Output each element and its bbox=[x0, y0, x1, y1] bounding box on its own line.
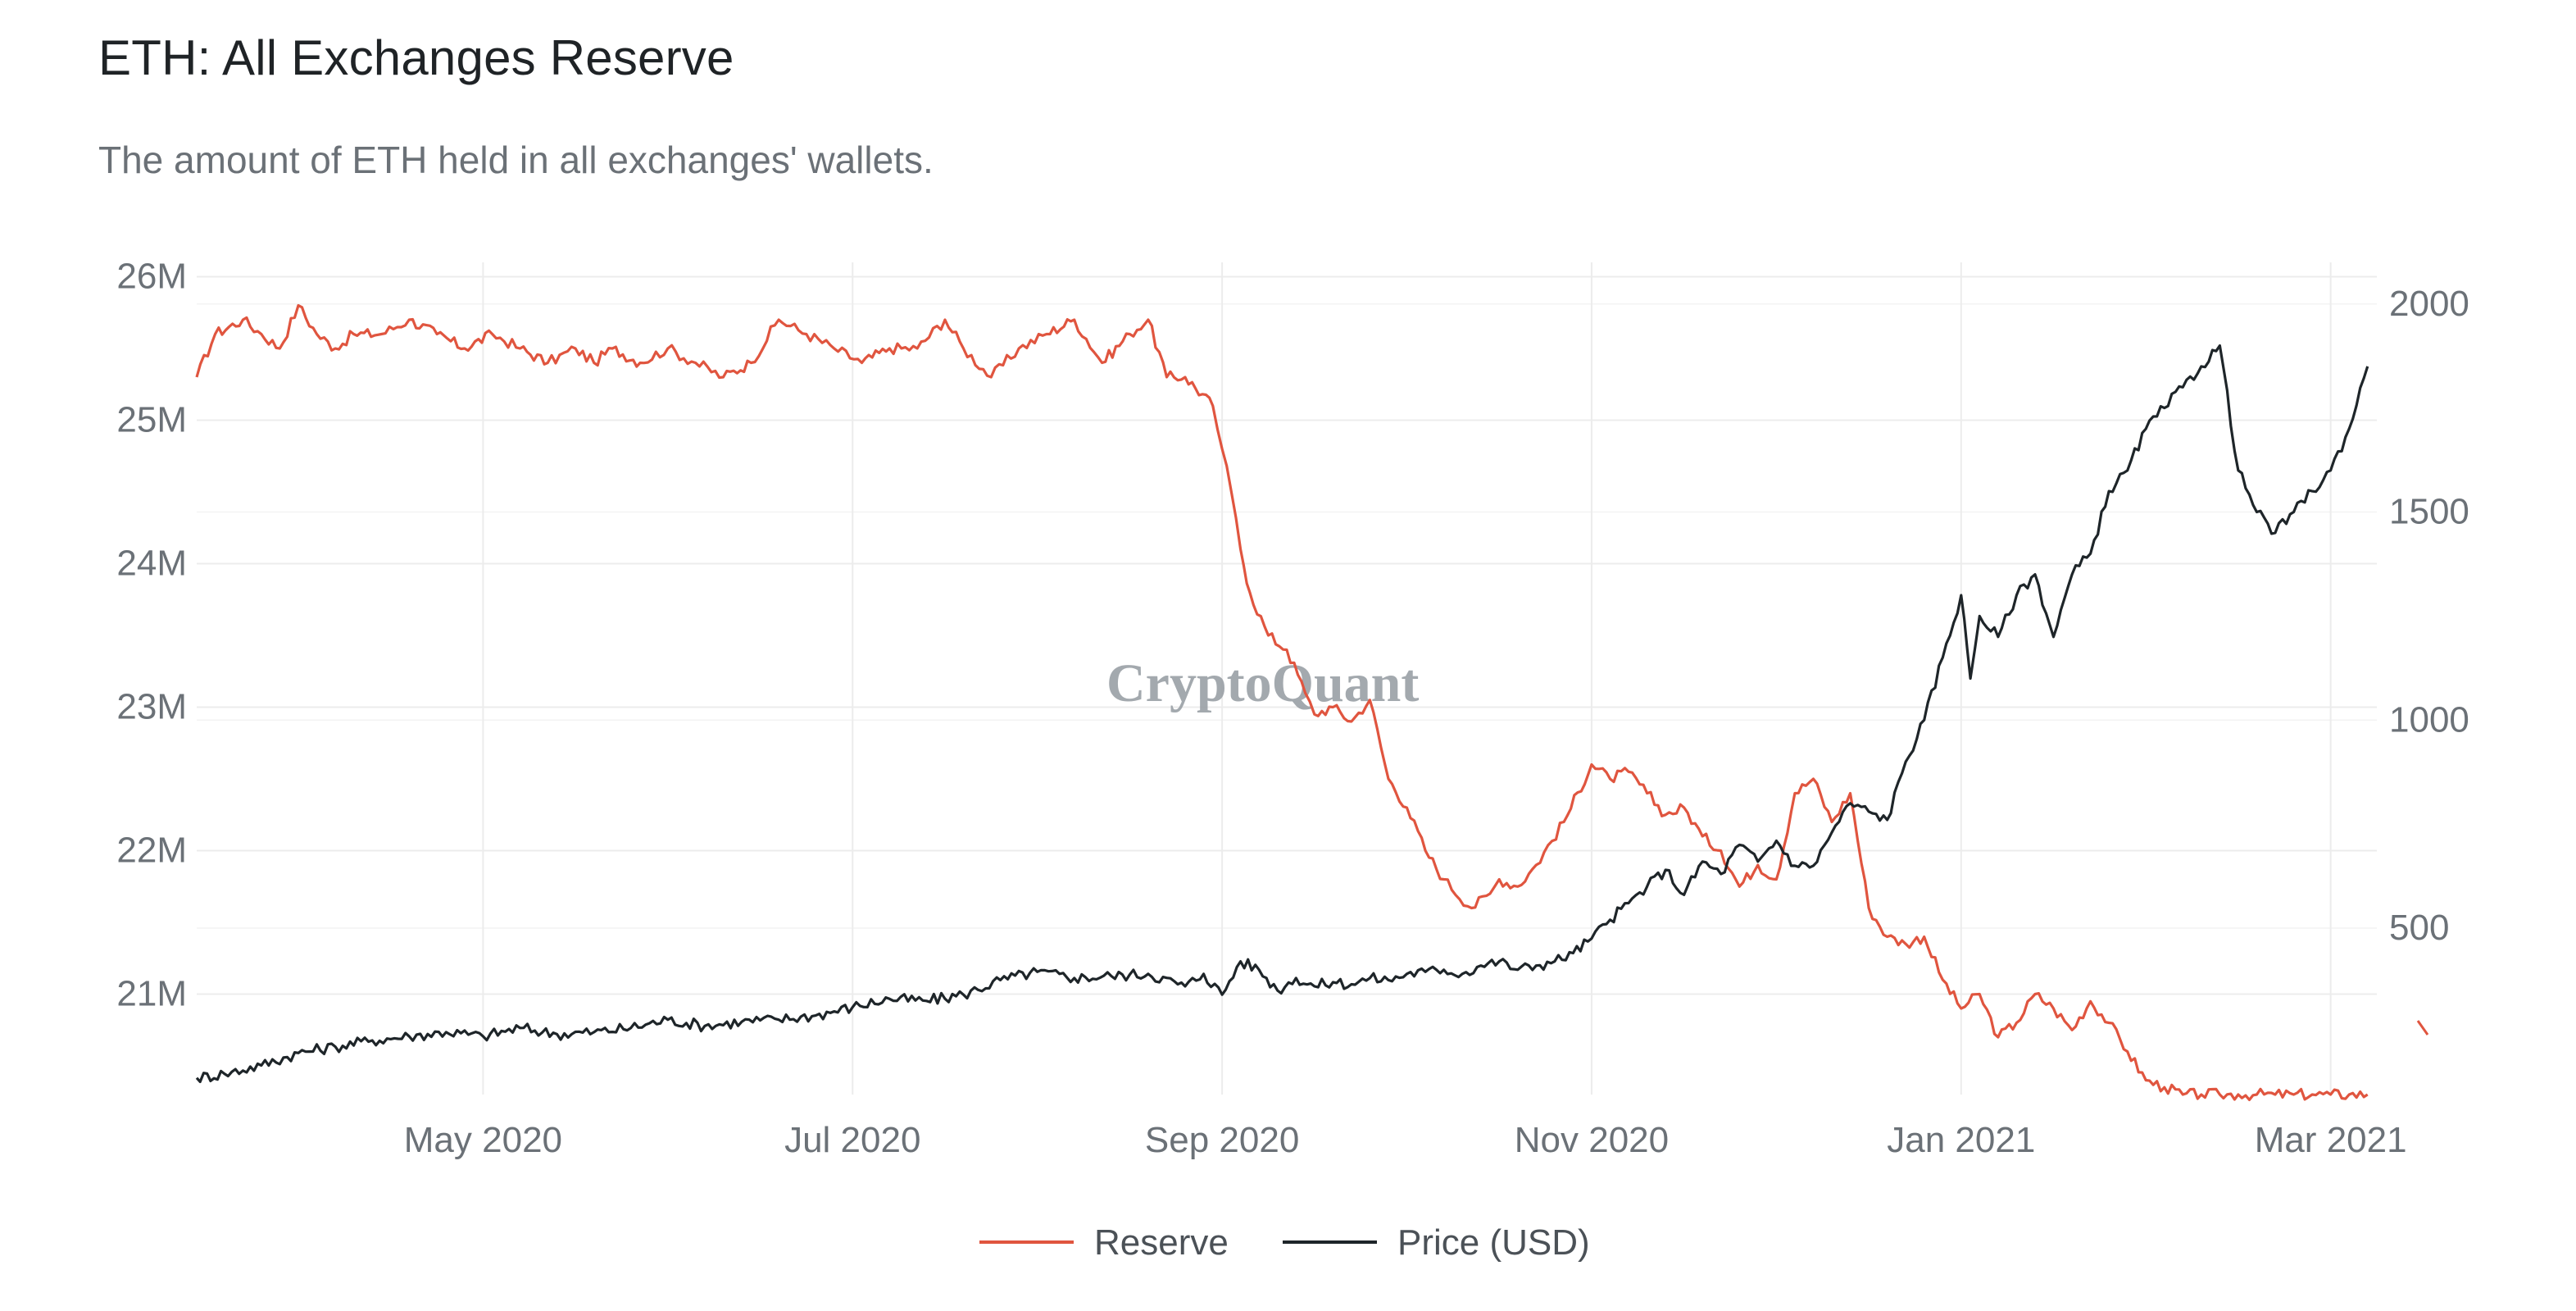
y-left-tick-label: 22M bbox=[116, 831, 187, 871]
x-tick-label: Sep 2020 bbox=[1145, 1120, 1299, 1160]
legend[interactable]: Reserve Price (USD) bbox=[979, 1222, 1590, 1263]
y-left-tick-label: 24M bbox=[116, 544, 187, 584]
y-left-tick-label: 26M bbox=[116, 257, 187, 297]
series-lines bbox=[195, 303, 2429, 1101]
y-left-tick-label: 25M bbox=[116, 400, 187, 440]
reserve-line-fragment bbox=[2416, 1020, 2429, 1036]
y-right-tick-label: 1000 bbox=[2389, 699, 2469, 740]
y-left-tick-label: 21M bbox=[116, 974, 187, 1014]
y-right-tick-label: 2000 bbox=[2389, 284, 2469, 324]
legend-label: Reserve bbox=[1094, 1222, 1229, 1263]
y-left-tick-label: 23M bbox=[116, 687, 187, 727]
legend-item-price[interactable]: Price (USD) bbox=[1283, 1222, 1590, 1263]
legend-item-reserve[interactable]: Reserve bbox=[979, 1222, 1229, 1263]
price-line bbox=[195, 344, 2369, 1083]
legend-label: Price (USD) bbox=[1397, 1222, 1590, 1263]
x-tick-label: Jan 2021 bbox=[1887, 1120, 2035, 1160]
x-tick-label: May 2020 bbox=[404, 1120, 562, 1160]
x-tick-label: Mar 2021 bbox=[2255, 1120, 2407, 1160]
chart-title: ETH: All Exchanges Reserve bbox=[98, 30, 734, 85]
y-right-tick-label: 1500 bbox=[2389, 492, 2469, 532]
chart-subtitle: The amount of ETH held in all exchanges'… bbox=[98, 139, 934, 181]
tick-labels: 21M 22M 23M 24M 25M 26M 500 1000 1500 2000 May 202… bbox=[116, 257, 2469, 1161]
grid bbox=[197, 262, 2377, 1095]
x-tick-label: Jul 2020 bbox=[784, 1120, 920, 1160]
y-right-tick-label: 500 bbox=[2389, 908, 2449, 948]
x-tick-label: Nov 2020 bbox=[1515, 1120, 1669, 1160]
reserve-line bbox=[195, 303, 2369, 1101]
